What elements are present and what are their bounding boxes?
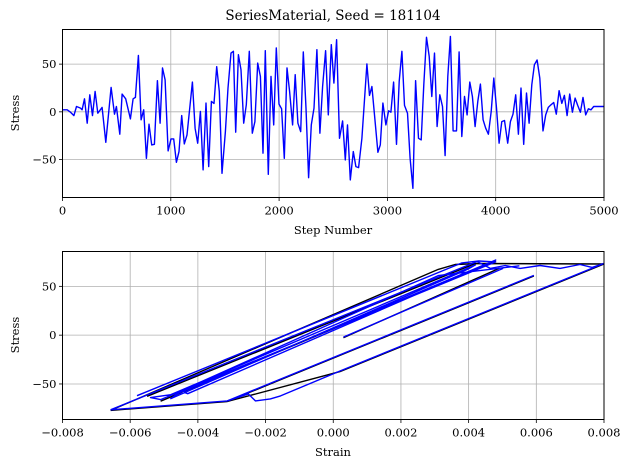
x-tick-label: 0.000: [317, 426, 350, 440]
x-tick-label: 4000: [481, 204, 510, 218]
axes-frame: [62, 251, 605, 420]
x-tick-label: −0.008: [41, 426, 84, 440]
stress-vs-step-axes: 0 1000 2000 3000 4000 5000 −50 0 50: [32, 29, 619, 218]
x-axis-label-top: Step Number: [294, 223, 373, 237]
x-tick-label: −0.002: [244, 426, 287, 440]
x-tick-label: 2000: [264, 204, 293, 218]
y-axis-label-bottom: Stress: [8, 317, 22, 354]
y-tick-label: −50: [32, 377, 56, 391]
y-tick-label: 50: [42, 57, 57, 71]
series-line-hysteresis: [227, 274, 535, 402]
x-tick-label: 3000: [373, 204, 402, 218]
y-tick-label: 0: [49, 328, 56, 342]
y-tick-label: 50: [42, 279, 57, 293]
x-axis-label-bottom: Strain: [315, 445, 352, 459]
x-tick-label: 0.004: [452, 426, 485, 440]
series-line-reference: [146, 262, 476, 397]
x-tick-label: 5000: [589, 204, 618, 218]
stress-vs-strain-axes: −0.008 −0.006 −0.004 −0.002 0.000 0.002 0.004 0…: [32, 251, 621, 440]
series-line-hysteresis: [110, 260, 604, 411]
series-line-stress: [62, 35, 604, 189]
chart-title: SeriesMaterial, Seed = 181104: [225, 8, 440, 24]
plot-area: [62, 35, 604, 189]
y-tick-label: 0: [49, 105, 56, 119]
plot-area: [110, 259, 604, 412]
axes-frame: [62, 29, 605, 198]
x-tick-label: 0.008: [588, 426, 621, 440]
x-tick-label: −0.004: [177, 426, 220, 440]
y-tick-label: −50: [32, 153, 56, 167]
x-tick-label: 1000: [156, 204, 185, 218]
series-line-hysteresis: [136, 259, 520, 401]
x-tick-label: −0.006: [109, 426, 152, 440]
x-tick-label: 0.002: [384, 426, 417, 440]
x-tick-label: 0: [59, 204, 66, 218]
series-line-reference: [110, 262, 604, 412]
series-line-hysteresis: [343, 267, 504, 338]
x-tick-label: 0.006: [520, 426, 553, 440]
y-axis-label-top: Stress: [8, 95, 22, 132]
